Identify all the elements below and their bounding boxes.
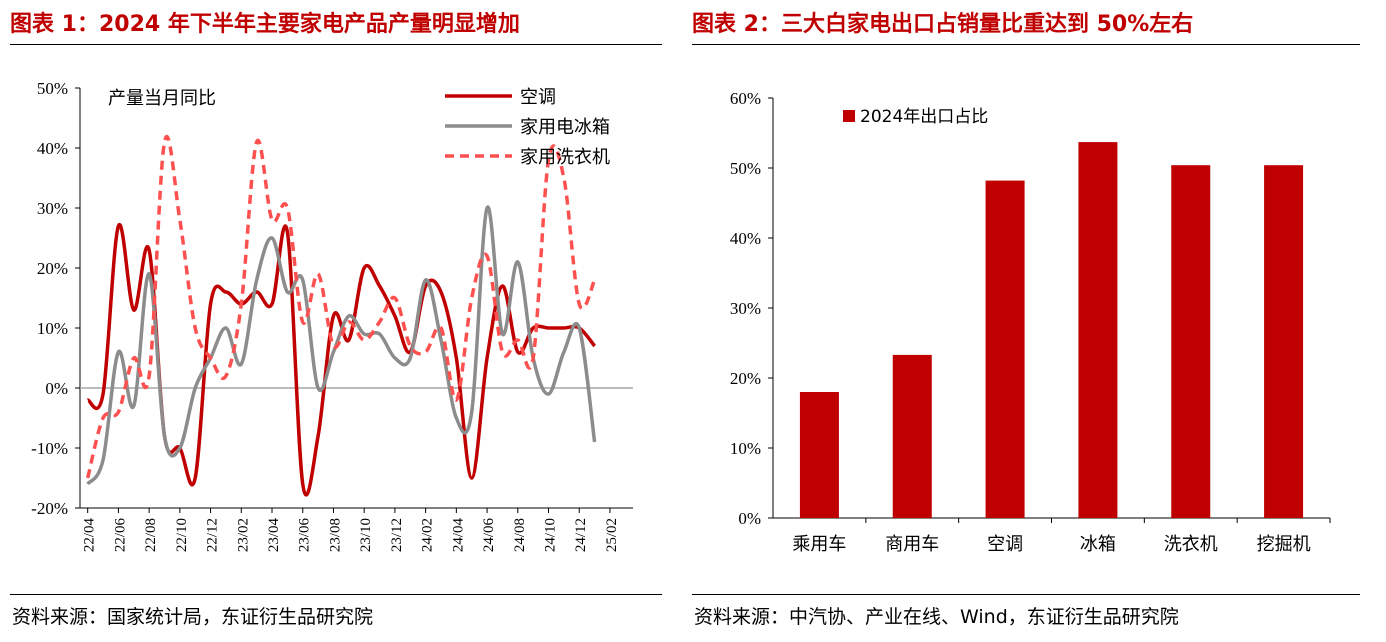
y-tick-label: 30% [37,199,68,218]
figure1-title-rule [10,44,662,45]
x-tick-label: 23/04 [266,518,282,553]
figure2-title-rule [692,44,1360,45]
figure1-title: 图表 1：2024 年下半年主要家电产品产量明显增加 [10,12,520,37]
chart-annotation: 产量当月同比 [108,88,216,109]
x-tick-label: 22/04 [82,518,98,553]
x-tick-label: 22/12 [205,518,221,552]
y-tick-label: 40% [730,229,761,248]
y-tick-label: 50% [730,159,761,178]
x-tick-label: 24/06 [481,518,497,553]
y-tick-label: 10% [37,319,68,338]
x-tick-label: 24/12 [573,518,589,552]
x-category-label: 挖掘机 [1257,534,1311,555]
series-line-3 [85,134,597,479]
x-category-label: 商用车 [885,534,939,555]
y-tick-label: 10% [730,439,761,458]
legend-label-1: 空调 [520,87,556,108]
x-tick-label: 23/08 [327,518,343,552]
figure2-title: 图表 2：三大白家电出口占销量比重达到 50%左右 [692,12,1194,37]
x-category-label: 冰箱 [1080,534,1116,555]
figure2-source-rule [692,594,1360,595]
bar-chart-export-share: 0% 10% 20% 30% 40% 50% 60% 乘用车 商用车 空调 冰箱 洗衣机 挖掘机 2024… [730,89,1331,555]
x-tick-label: 23/06 [297,518,313,553]
figure1-source: 资料来源：国家统计局，东证衍生品研究院 [12,606,374,628]
x-tick-label: 22/08 [143,518,159,552]
y-tick-label: -10% [31,439,68,458]
figure1-source-rule [10,594,662,595]
line-chart-production-yoy: -20% -10% 0% 10% 20% 30% 40% 50% 22/04 22/06 22/08… [31,79,633,553]
bar-5 [1171,165,1211,518]
y-tick-label: -20% [31,499,68,518]
x-category-label: 空调 [987,534,1023,555]
y-tick-label: 40% [37,139,68,158]
y-tick-label: 60% [730,89,761,108]
x-tick-label: 23/10 [358,518,374,552]
x-tick-label: 25/02 [604,518,620,552]
x-category-label: 乘用车 [792,534,846,555]
y-tick-label: 30% [730,299,761,318]
legend-label-3: 家用洗衣机 [520,147,610,168]
bar-3 [985,180,1025,518]
bar-6 [1264,165,1304,518]
y-tick-label: 0% [45,379,68,398]
bar-4 [1078,142,1118,518]
bar-1 [799,392,839,518]
y-tick-label: 20% [730,369,761,388]
x-tick-label: 24/04 [450,518,466,553]
bar-2 [892,354,932,518]
y-tick-label: 50% [37,79,68,98]
x-tick-label: 23/02 [235,518,251,552]
legend-label: 2024年出口占比 [860,107,988,127]
legend-label-2: 家用电冰箱 [520,117,610,138]
x-tick-label: 24/08 [512,518,528,552]
series-line-2 [86,205,597,486]
legend-swatch [843,110,855,122]
x-tick-label: 22/06 [112,518,128,553]
x-tick-label: 24/10 [543,518,559,552]
x-tick-label: 23/12 [389,518,405,552]
figure2-source: 资料来源：中汽协、产业在线、Wind，东证衍生品研究院 [694,606,1179,628]
y-tick-label: 0% [738,509,761,528]
y-tick-label: 20% [37,259,68,278]
x-category-label: 洗衣机 [1164,534,1218,555]
x-tick-label: 24/02 [420,518,436,552]
x-tick-label: 22/10 [174,518,190,552]
